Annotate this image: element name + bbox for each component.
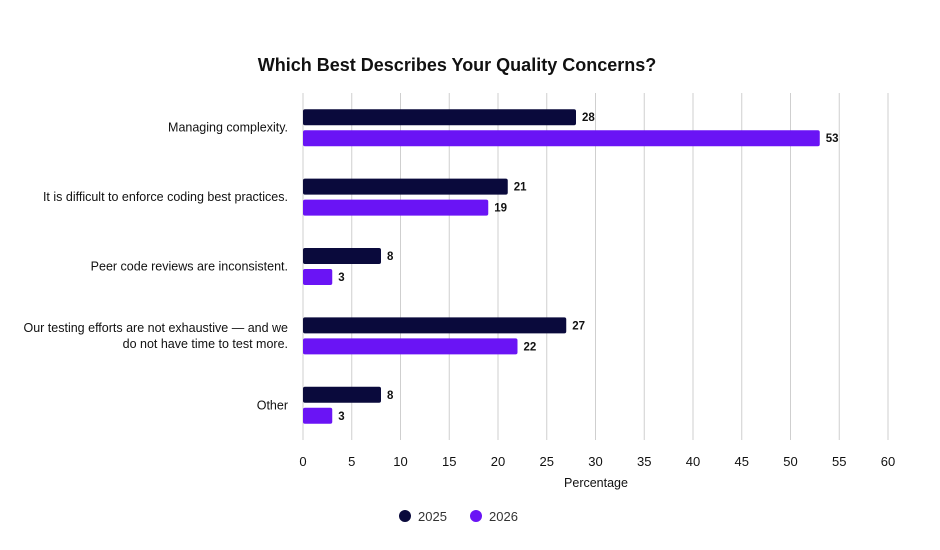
bar-2025 xyxy=(303,178,508,195)
value-label: 8 xyxy=(387,251,394,263)
x-tick-label: 10 xyxy=(393,454,407,469)
category-label: Other xyxy=(257,398,288,412)
bars xyxy=(303,109,820,424)
x-tick-label: 45 xyxy=(735,454,749,469)
bar-2026 xyxy=(303,407,333,424)
bar-2025 xyxy=(303,109,576,126)
chart-title: Which Best Describes Your Quality Concer… xyxy=(258,55,656,75)
x-tick-label: 0 xyxy=(299,454,306,469)
bar-2026 xyxy=(303,269,333,285)
x-tick-label: 30 xyxy=(588,454,602,469)
bar-2026 xyxy=(303,338,518,355)
x-axis-title: Percentage xyxy=(564,476,628,490)
value-label: 53 xyxy=(826,133,839,145)
x-tick-label: 20 xyxy=(491,454,505,469)
category-label: It is difficult to enforce coding best p… xyxy=(43,190,288,204)
x-tick-label: 40 xyxy=(686,454,700,469)
bar-2025 xyxy=(303,386,381,403)
value-label: 22 xyxy=(524,341,537,353)
legend-swatch xyxy=(399,510,411,522)
legend-swatch xyxy=(470,510,482,522)
value-label: 3 xyxy=(338,411,344,423)
category-label: Managing complexity. xyxy=(168,121,288,135)
value-label: 19 xyxy=(494,203,507,215)
x-tick-label: 60 xyxy=(881,454,895,469)
category-label: Peer code reviews are inconsistent. xyxy=(91,260,288,274)
bar-2025 xyxy=(303,248,381,264)
value-label: 21 xyxy=(514,182,527,194)
x-tick-label: 5 xyxy=(348,454,355,469)
legend-item-2025[interactable]: 2025 xyxy=(399,509,447,524)
value-label: 8 xyxy=(387,390,394,402)
category-labels: Managing complexity. It is difficult to e… xyxy=(24,121,289,413)
x-axis-ticks: 0 5 10 15 20 25 30 35 40 45 50 55 60 xyxy=(299,454,895,469)
bar-2025 xyxy=(303,317,567,334)
gridlines xyxy=(302,93,889,440)
value-label: 27 xyxy=(572,320,585,332)
x-tick-label: 50 xyxy=(783,454,797,469)
value-label: 28 xyxy=(582,112,595,124)
x-tick-label: 15 xyxy=(442,454,456,469)
legend-item-2026[interactable]: 2026 xyxy=(470,509,518,524)
category-label: Our testing efforts are not exhaustive —… xyxy=(24,321,289,335)
x-tick-label: 55 xyxy=(832,454,846,469)
bar-2026 xyxy=(303,130,820,147)
legend-label: 2026 xyxy=(489,509,518,524)
legend[interactable]: 2025 2026 xyxy=(399,509,518,524)
value-labels: 28 53 21 19 8 3 27 22 8 3 xyxy=(338,112,838,423)
x-tick-label: 25 xyxy=(540,454,554,469)
category-label: do not have time to test more. xyxy=(123,337,288,351)
value-label: 3 xyxy=(338,272,344,284)
x-tick-label: 35 xyxy=(637,454,651,469)
legend-label: 2025 xyxy=(418,509,447,524)
bar-2026 xyxy=(303,199,489,216)
